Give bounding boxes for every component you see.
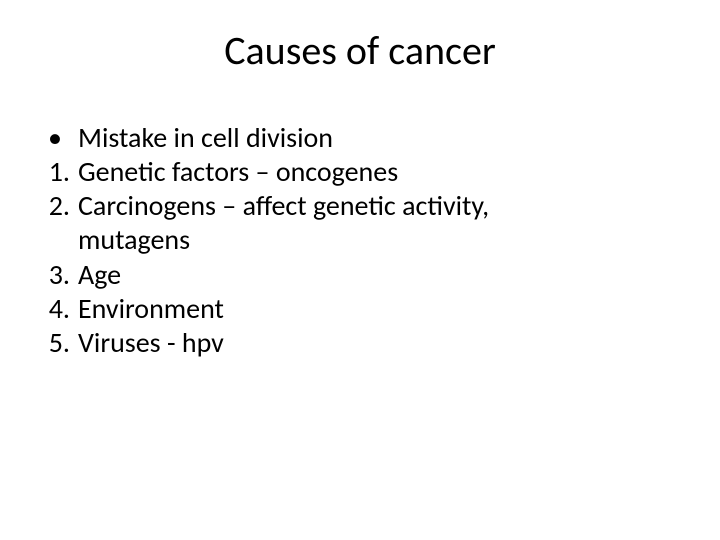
numbered-text: Carcinogens – affect genetic activity,	[78, 189, 686, 223]
slide-title: Causes of cancer	[34, 26, 686, 75]
bullet-text: Mistake in cell division	[78, 121, 686, 155]
number-marker: 5.	[38, 326, 78, 360]
numbered-item: 3. Age	[38, 258, 686, 292]
numbered-text-continuation: mutagens	[38, 223, 686, 257]
numbered-item: 5. Viruses - hpv	[38, 326, 686, 360]
number-marker: 4.	[38, 292, 78, 326]
numbered-item: 2. Carcinogens – affect genetic activity…	[38, 189, 686, 223]
number-marker: 1.	[38, 155, 78, 189]
bullet-item: • Mistake in cell division	[38, 121, 686, 155]
numbered-text: Environment	[78, 292, 686, 326]
bullet-marker-icon: •	[38, 121, 78, 155]
number-marker: 2.	[38, 189, 78, 223]
numbered-text: Genetic factors – oncogenes	[78, 155, 686, 189]
numbered-item: 4. Environment	[38, 292, 686, 326]
numbered-item: 1. Genetic factors – oncogenes	[38, 155, 686, 189]
slide-body: • Mistake in cell division 1. Genetic fa…	[34, 121, 686, 360]
number-marker: 3.	[38, 258, 78, 292]
slide: Causes of cancer • Mistake in cell divis…	[0, 0, 720, 540]
numbered-text: Viruses - hpv	[78, 326, 686, 360]
numbered-text: Age	[78, 258, 686, 292]
